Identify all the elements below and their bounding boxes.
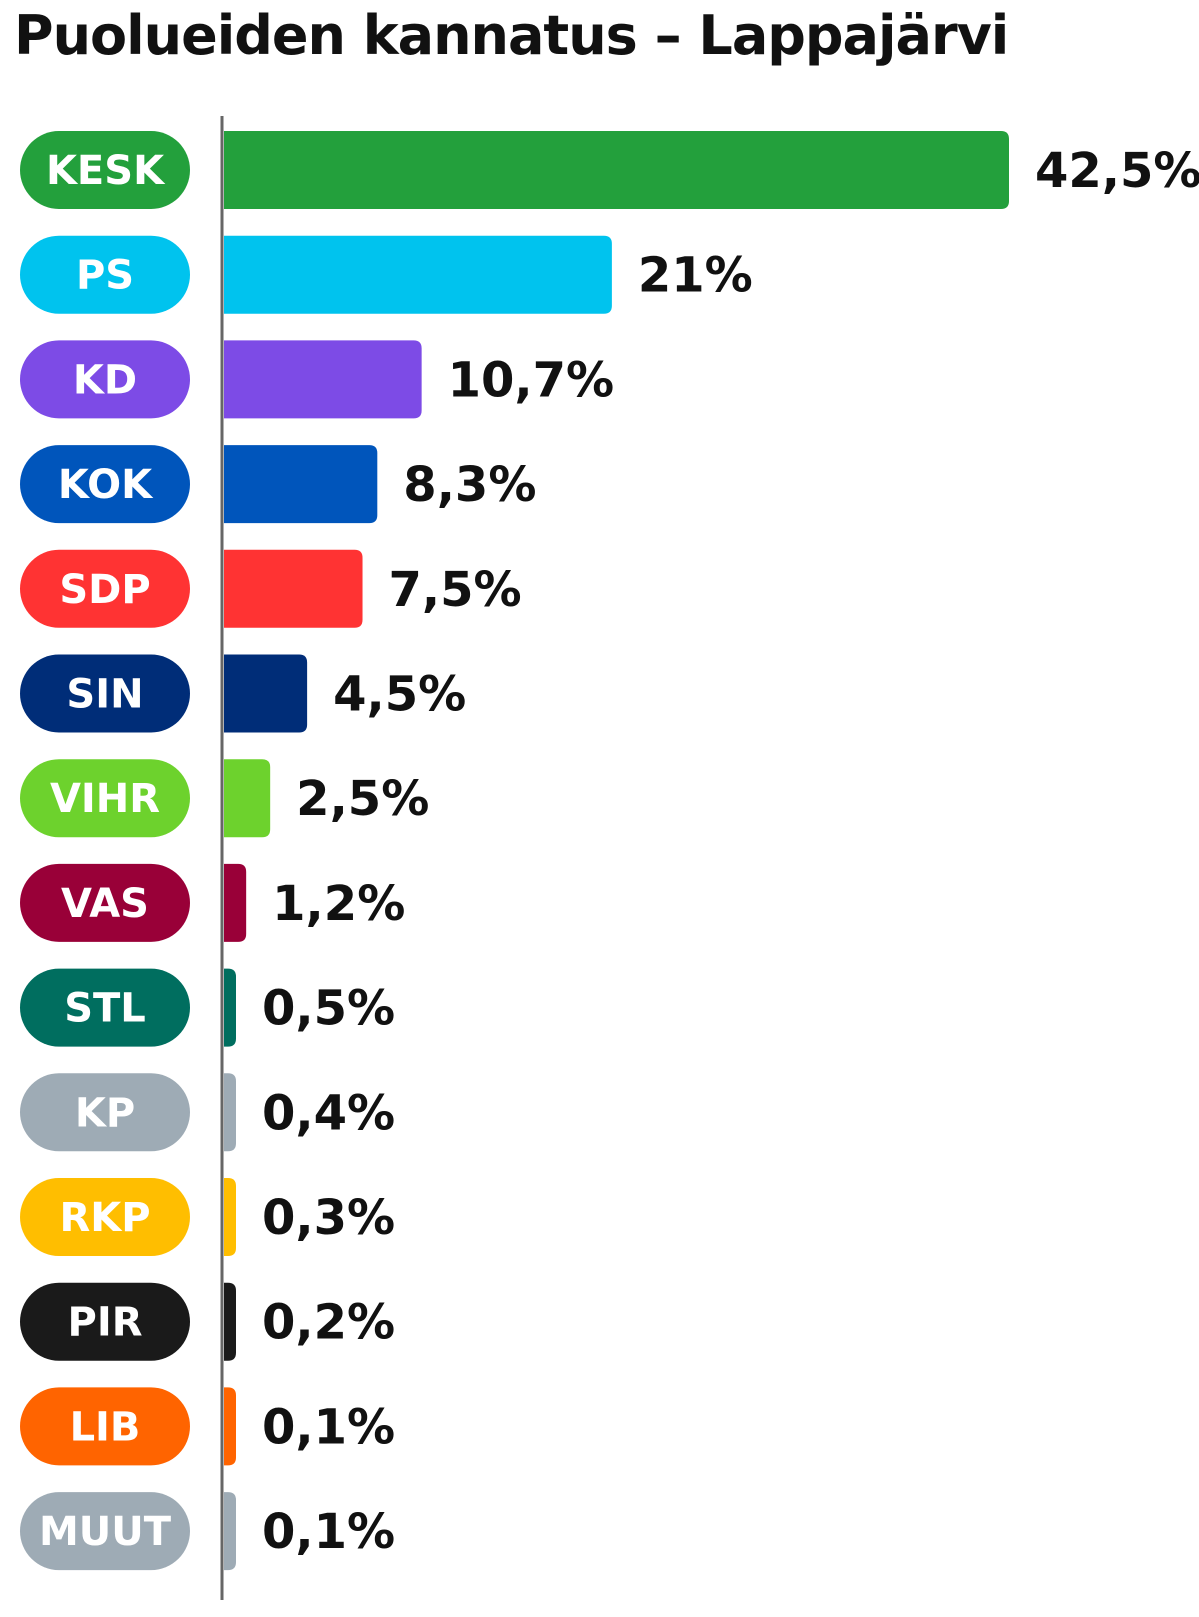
party-label-pir: PIR <box>68 1300 143 1346</box>
chart-title: Puolueiden kannatus – Lappajärvi <box>14 4 1009 67</box>
value-label-stl: 0,5% <box>262 981 395 1037</box>
value-label-vas: 1,2% <box>272 876 405 932</box>
bar-vihr <box>224 759 271 838</box>
party-pill-muut <box>20 1492 190 1571</box>
value-label-ps: 21% <box>638 248 753 304</box>
party-label-rkp: RKP <box>59 1195 150 1241</box>
party-label-sin: SIN <box>66 672 143 718</box>
bar-vas <box>224 863 247 942</box>
value-label-pir: 0,2% <box>262 1295 395 1351</box>
party-label-vihr: VIHR <box>50 776 160 822</box>
party-pill-ps <box>20 235 190 314</box>
party-pill-kp <box>20 1073 190 1152</box>
party-label-muut: MUUT <box>39 1509 172 1555</box>
value-label-sdp: 7,5% <box>389 562 522 618</box>
value-label-kd: 10,7% <box>448 352 615 408</box>
party-label-kok: KOK <box>58 462 154 508</box>
value-label-kesk: 42,5% <box>1035 143 1199 199</box>
party-pill-rkp <box>20 1178 190 1256</box>
party-pill-kok <box>20 445 190 524</box>
value-label-lib: 0,1% <box>262 1399 395 1455</box>
party-label-kp: KP <box>75 1090 135 1136</box>
bar-kp <box>224 1073 236 1152</box>
party-label-kesk: KESK <box>46 148 166 194</box>
party-pill-vihr <box>20 759 190 838</box>
bar-stl <box>224 968 236 1047</box>
party-pill-pir <box>20 1282 190 1361</box>
bar-kesk <box>224 131 1009 209</box>
bar-sdp <box>224 549 363 628</box>
bar-kok <box>224 445 378 524</box>
party-label-stl: STL <box>64 986 146 1032</box>
party-pill-sdp <box>20 549 190 628</box>
value-label-kok: 8,3% <box>403 457 536 513</box>
party-label-ps: PS <box>76 253 134 299</box>
party-pill-kesk <box>20 131 190 209</box>
bar-kd <box>224 340 422 419</box>
party-pill-vas <box>20 863 190 942</box>
bar-muut <box>224 1492 236 1571</box>
party-label-vas: VAS <box>61 881 149 927</box>
party-label-sdp: SDP <box>59 567 150 613</box>
bar-pir <box>224 1282 236 1361</box>
bar-ps <box>224 235 612 314</box>
party-pill-lib <box>20 1387 190 1466</box>
value-label-rkp: 0,3% <box>262 1190 395 1246</box>
bar-sin <box>224 654 308 733</box>
value-label-kp: 0,4% <box>262 1085 395 1141</box>
bar-rkp <box>224 1178 236 1256</box>
party-pill-stl <box>20 968 190 1047</box>
value-label-sin: 4,5% <box>333 667 466 723</box>
value-label-vihr: 2,5% <box>296 771 429 827</box>
party-label-lib: LIB <box>70 1404 141 1450</box>
bar-lib <box>224 1387 236 1466</box>
party-pill-sin <box>20 654 190 733</box>
value-label-muut: 0,1% <box>262 1504 395 1560</box>
party-label-kd: KD <box>73 357 137 403</box>
party-pill-kd <box>20 340 190 419</box>
